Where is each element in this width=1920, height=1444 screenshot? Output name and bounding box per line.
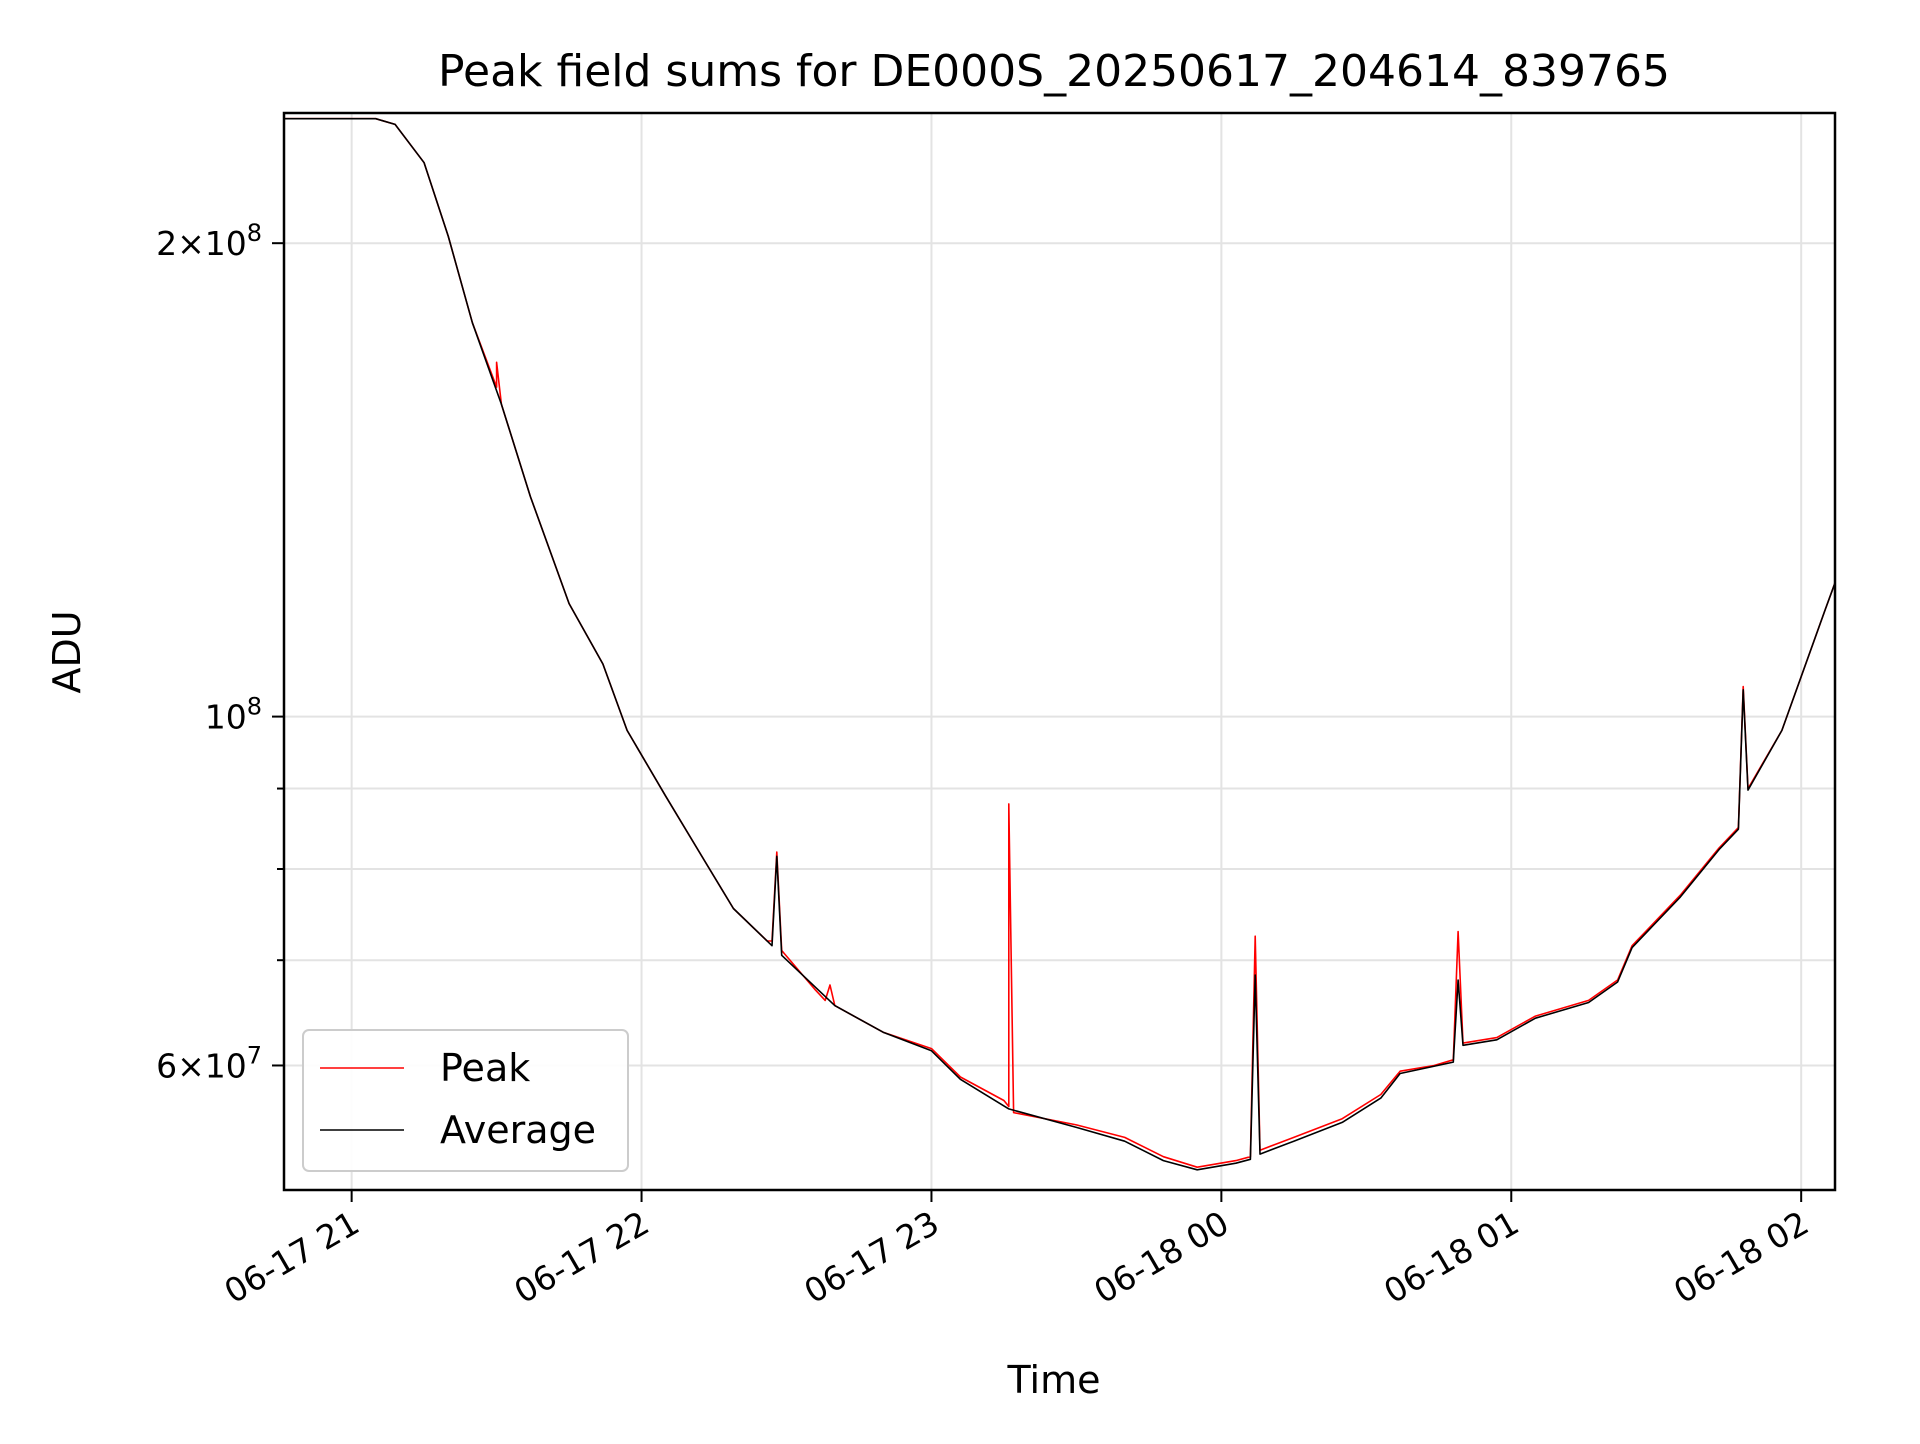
legend: Peak Average [303,1030,628,1171]
legend-label-peak: Peak [440,1046,530,1090]
y-tick-label-text: 6×107 [156,1041,262,1085]
y-tick-label: 2×108 [156,219,262,263]
y-tick-label-text: 2×108 [156,219,262,263]
chart-title: Peak field sums for DE000S_20250617_2046… [438,46,1670,97]
legend-label-average: Average [440,1108,596,1152]
y-tick-label: 6×107 [156,1041,262,1085]
x-axis-label: Time [1007,1358,1101,1402]
y-axis-label: ADU [45,610,89,693]
